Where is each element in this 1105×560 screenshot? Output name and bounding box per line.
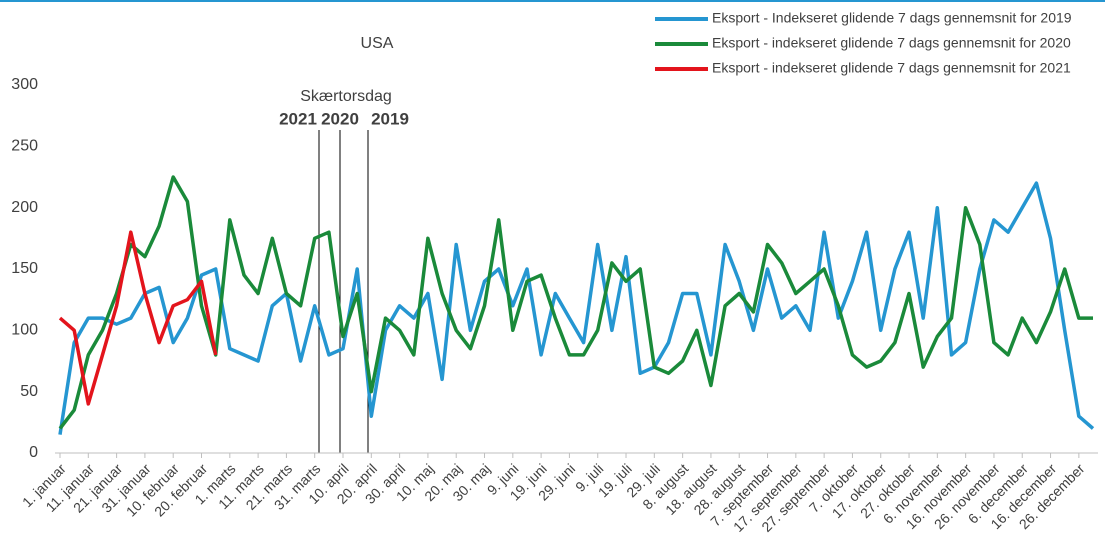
series-line (58, 230, 218, 406)
legend-label: Eksport - indekseret glidende 7 dags gen… (712, 35, 1071, 51)
y-tick-label: 100 (11, 322, 38, 339)
y-tick-label: 300 (11, 76, 38, 93)
series-line (58, 181, 1095, 435)
chart-title: USA (361, 35, 394, 52)
series-line (58, 175, 1093, 430)
legend-label: Eksport - indekseret glidende 7 dags gen… (712, 60, 1071, 76)
annotation: Skærtorsdag (300, 88, 392, 105)
annotation-year: 2020 (321, 109, 359, 128)
y-tick-label: 0 (29, 444, 38, 461)
y-tick-label: 250 (11, 138, 38, 155)
y-tick-label: 50 (20, 383, 38, 400)
y-tick-label: 150 (11, 260, 38, 277)
legend-label: Eksport - Indekseret glidende 7 dags gen… (712, 10, 1072, 26)
annotation-year: 2019 (371, 109, 409, 128)
y-tick-label: 200 (11, 199, 38, 216)
annotation-year: 2021 (279, 109, 317, 128)
